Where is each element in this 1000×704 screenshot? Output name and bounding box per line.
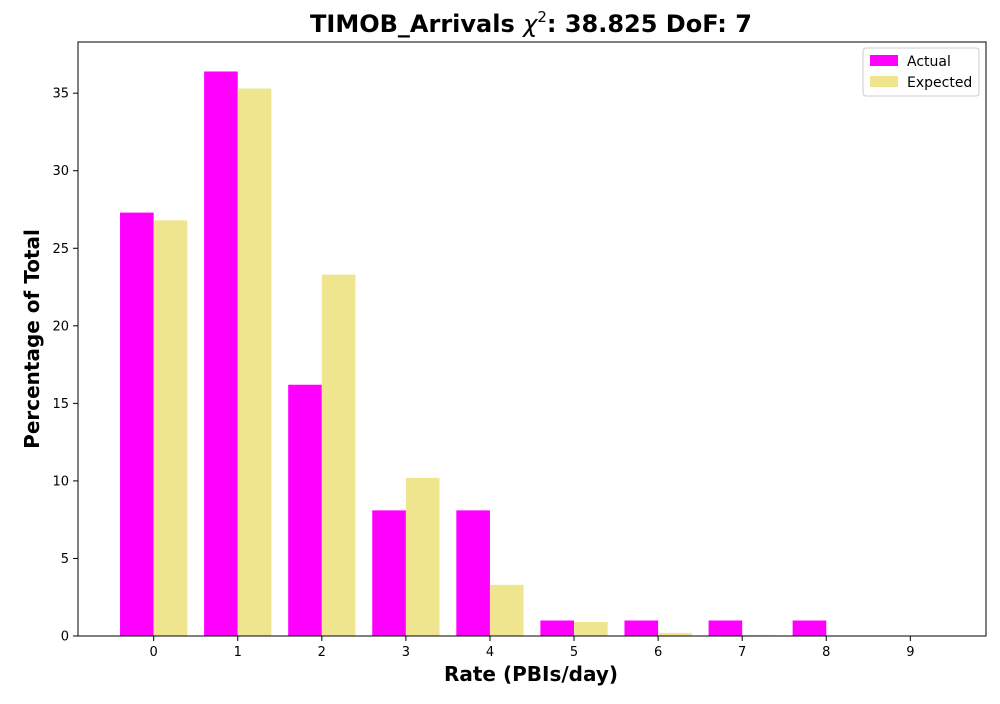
x-tick-label: 2 [318,645,326,660]
legend-swatch-actual [870,55,898,66]
bar-actual-3 [372,510,406,636]
x-tick-label: 4 [486,645,494,660]
bar-expected-0 [154,220,188,636]
bar-expected-1 [238,89,272,636]
y-tick-label: 30 [52,164,69,179]
x-tick-label: 8 [822,645,830,660]
y-tick-label: 25 [52,242,69,257]
x-tick-label: 7 [738,645,746,660]
x-tick-label: 6 [654,645,662,660]
bar-expected-2 [322,275,356,636]
bar-actual-7 [709,620,743,636]
bar-actual-0 [120,213,154,636]
bar-actual-8 [793,620,827,636]
legend: Actual Expected [863,48,979,96]
legend-swatch-expected [870,76,898,87]
chart-title-chi: χ [521,10,538,38]
chart-title: TIMOB_Arrivals χ2: 38.825 DoF: 7 [310,8,752,38]
bars-layer [120,71,860,636]
legend-label-expected: Expected [907,75,972,91]
y-tick-label: 35 [52,87,69,102]
bar-actual-4 [456,510,490,636]
y-axis: 0 5 10 15 20 25 30 35 [52,87,78,645]
x-tick-label: 0 [150,645,158,660]
x-tick-label: 1 [234,645,242,660]
bar-actual-1 [204,71,238,636]
chart-title-prefix: TIMOB_Arrivals [310,10,523,38]
y-tick-label: 5 [61,552,69,567]
bar-actual-6 [624,620,658,636]
x-tick-label: 9 [906,645,914,660]
legend-label-actual: Actual [907,54,951,70]
chart-title-superscript: 2 [537,8,547,26]
y-tick-label: 10 [52,474,69,489]
bar-expected-4 [490,585,524,636]
x-tick-label: 5 [570,645,578,660]
x-axis: 0 1 2 3 4 5 6 7 8 9 [150,636,915,660]
bar-actual-5 [540,620,574,636]
bar-actual-2 [288,385,322,636]
bar-expected-5 [574,622,608,636]
bar-expected-3 [406,478,440,636]
y-tick-label: 0 [61,630,69,645]
x-axis-title: Rate (PBIs/day) [444,662,618,686]
y-axis-title: Percentage of Total [20,229,44,449]
chart-title-suffix: : 38.825 DoF: 7 [547,10,752,38]
y-tick-label: 20 [52,319,69,334]
y-tick-label: 15 [52,397,69,412]
x-tick-label: 3 [402,645,410,660]
